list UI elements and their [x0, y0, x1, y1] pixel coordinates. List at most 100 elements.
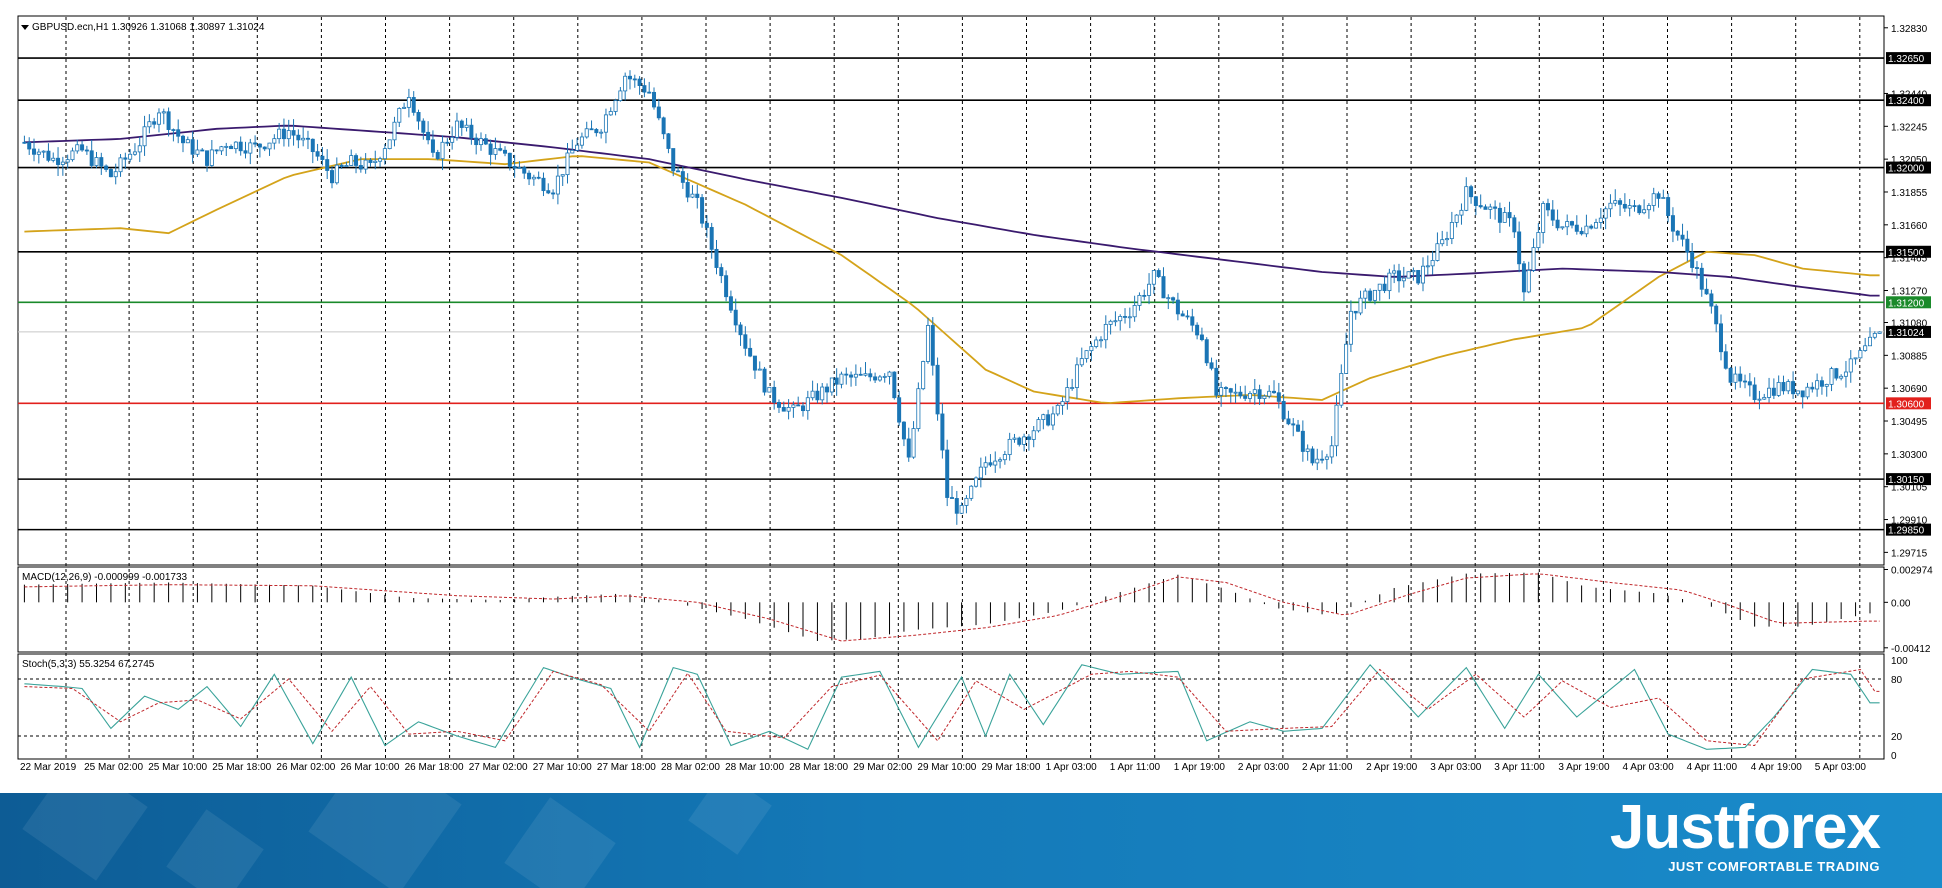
- candle-body: [704, 222, 709, 228]
- candle-body: [983, 462, 988, 468]
- x-tick-label: 2 Apr 11:00: [1302, 762, 1353, 773]
- candle-body: [161, 111, 166, 114]
- candle-body: [493, 148, 498, 155]
- candle-body: [608, 111, 613, 116]
- ma-line-slow: [24, 124, 1880, 297]
- candle-body: [579, 136, 584, 146]
- candle-body: [776, 402, 781, 408]
- candle-body: [1579, 230, 1584, 235]
- candle-body: [1680, 234, 1685, 240]
- level-price-tag: [1886, 94, 1931, 107]
- x-tick-label: 1 Apr 11:00: [1110, 762, 1161, 773]
- candle-body: [1824, 383, 1829, 387]
- candle-body: [541, 177, 546, 192]
- candle-body: [1521, 263, 1526, 293]
- x-tick-label: 3 Apr 11:00: [1494, 762, 1545, 773]
- candle-body: [1685, 238, 1690, 253]
- candle-body: [440, 141, 445, 160]
- candle-body: [339, 164, 344, 167]
- candle-body: [1661, 197, 1666, 199]
- candle-body: [709, 227, 714, 250]
- candle-body: [1320, 458, 1325, 461]
- candle-body: [724, 275, 729, 298]
- x-tick-label: 25 Mar 10:00: [148, 762, 207, 773]
- candle-body: [200, 149, 205, 152]
- level-price-tag: [1886, 523, 1931, 536]
- candle-body: [873, 376, 878, 381]
- price-tick-label: 1.31855: [1891, 188, 1928, 199]
- candle-body: [1430, 260, 1435, 267]
- price-tick-label: 1.31080: [1891, 318, 1928, 329]
- level-price-label: 1.29850: [1888, 526, 1925, 537]
- candle-body: [1392, 270, 1397, 274]
- banner-decor: [688, 793, 772, 855]
- candle-body: [1118, 316, 1123, 322]
- candle-body: [156, 112, 161, 125]
- candle-body: [772, 386, 777, 403]
- candle-body: [1272, 390, 1277, 394]
- candle-body: [805, 397, 810, 412]
- candle-body: [1223, 387, 1228, 390]
- x-tick-label: 25 Mar 02:00: [84, 762, 143, 773]
- candle-body: [752, 355, 757, 371]
- candle-body: [229, 145, 234, 150]
- candle-body: [1718, 323, 1723, 353]
- symbol-menu-triangle-icon[interactable]: [21, 25, 29, 30]
- candle-body: [1550, 209, 1555, 221]
- candle-body: [1622, 203, 1627, 209]
- x-tick-label: 4 Apr 11:00: [1687, 762, 1738, 773]
- symbol-header: GBPUSD.ecn,H1 1.30926 1.31068 1.30897 1.…: [32, 22, 265, 33]
- candle-body: [416, 111, 421, 122]
- candle-body: [181, 135, 186, 144]
- candle-body: [1026, 436, 1031, 440]
- stoch-tick-label: 100: [1891, 656, 1908, 667]
- candle-body: [1079, 358, 1084, 366]
- candle-body: [1834, 368, 1839, 379]
- horizontal-levels: 1.32650 1.32400 1.32000 1.31500 1.31200 1.310…: [18, 52, 1931, 537]
- candle-body: [421, 120, 426, 133]
- candle-body: [1752, 384, 1757, 401]
- candle-body: [1512, 217, 1517, 233]
- candle-body: [1262, 395, 1267, 399]
- candle-body: [1175, 299, 1180, 315]
- candle-body: [464, 124, 469, 128]
- x-tick-label: 26 Mar 10:00: [341, 762, 400, 773]
- candle-body: [1002, 454, 1007, 461]
- candle-body: [1469, 186, 1474, 198]
- x-tick-label: 4 Apr 19:00: [1751, 762, 1803, 773]
- level-price-label: 1.30150: [1888, 475, 1925, 486]
- candle-body: [1574, 224, 1579, 232]
- candle-body: [1771, 387, 1776, 396]
- x-tick-label: 28 Mar 02:00: [661, 762, 720, 773]
- x-tick-label: 2 Apr 03:00: [1238, 762, 1290, 773]
- candle-body: [1195, 324, 1200, 336]
- candle-body: [1800, 390, 1805, 398]
- candle-body: [190, 139, 195, 155]
- x-tick-label: 28 Mar 10:00: [725, 762, 784, 773]
- candle-body: [426, 131, 431, 141]
- moving-averages: [24, 124, 1880, 404]
- candle-body: [1526, 269, 1531, 293]
- candle-body: [1853, 357, 1858, 360]
- candle-body: [546, 190, 551, 194]
- candle-body: [94, 157, 99, 166]
- candle-body: [901, 421, 906, 440]
- candle-body: [623, 75, 628, 92]
- candle-body: [503, 149, 508, 154]
- candle-body: [1791, 381, 1796, 395]
- candle-body: [56, 157, 61, 165]
- candle-body: [1315, 458, 1320, 464]
- level-price-label: 1.32650: [1888, 54, 1925, 65]
- candle-body: [978, 466, 983, 479]
- candle-body: [1704, 288, 1709, 295]
- candle-body: [51, 157, 56, 161]
- candle-body: [1603, 208, 1608, 219]
- candle-body: [469, 124, 474, 139]
- candle-body: [257, 143, 262, 148]
- candle-body: [1872, 333, 1877, 338]
- candle-body: [1348, 310, 1353, 345]
- candle-body: [815, 390, 820, 401]
- candle-body: [474, 137, 479, 146]
- ma-line-fast: [24, 155, 1880, 404]
